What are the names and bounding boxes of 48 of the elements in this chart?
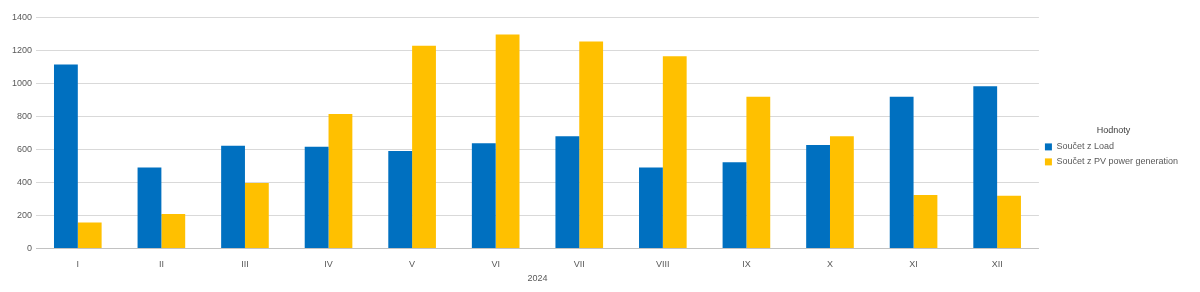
x-tick-label: XI (909, 259, 918, 270)
x-tick-label: I (76, 259, 80, 270)
x-tick-label: III (241, 259, 249, 270)
bar (244, 182, 269, 248)
bar (471, 143, 496, 248)
bar (889, 96, 914, 248)
bar (53, 64, 78, 248)
bar (495, 34, 520, 248)
legend-label: Součet z Load (1056, 141, 1114, 152)
y-tick-label: 0 (27, 242, 33, 253)
bar (913, 194, 938, 248)
y-tick-label: 1200 (11, 44, 33, 55)
y-tick-label: 400 (16, 176, 33, 187)
bar (555, 136, 580, 248)
x-tick-label: V (409, 259, 416, 270)
x-tick-label: VIII (656, 259, 670, 270)
bar (829, 136, 854, 248)
x-tick-label: VI (491, 259, 500, 270)
y-tick-label: 600 (16, 143, 33, 154)
legend-title: Hodnoty (1096, 124, 1131, 135)
bar (161, 213, 186, 248)
x-tick-label: X (826, 259, 833, 270)
bar (806, 144, 830, 248)
bar (328, 113, 353, 248)
y-tick-label: 800 (16, 110, 33, 121)
bar (388, 151, 413, 248)
bar (579, 41, 604, 248)
bar (997, 195, 1021, 248)
bar (639, 167, 663, 248)
bar (746, 96, 771, 248)
bar (412, 45, 436, 248)
y-tick-label: 1400 (11, 11, 33, 22)
bar (137, 167, 162, 248)
x-tick-label: XII (991, 259, 1003, 270)
bar (77, 222, 102, 248)
legend-label: Součet z PV power generation (1056, 156, 1178, 167)
x-tick-label: IX (742, 259, 751, 270)
bar (722, 162, 747, 248)
y-tick-label: 200 (16, 209, 33, 220)
x-tick-label: II (158, 259, 164, 270)
bar (304, 146, 329, 248)
y-tick-label: 1000 (11, 77, 33, 88)
bar (662, 56, 687, 248)
x-axis-title: 2024 (527, 273, 548, 284)
bar (221, 145, 245, 248)
x-tick-label: IV (324, 259, 333, 270)
x-tick-label: VII (573, 259, 585, 270)
bar (973, 86, 998, 248)
